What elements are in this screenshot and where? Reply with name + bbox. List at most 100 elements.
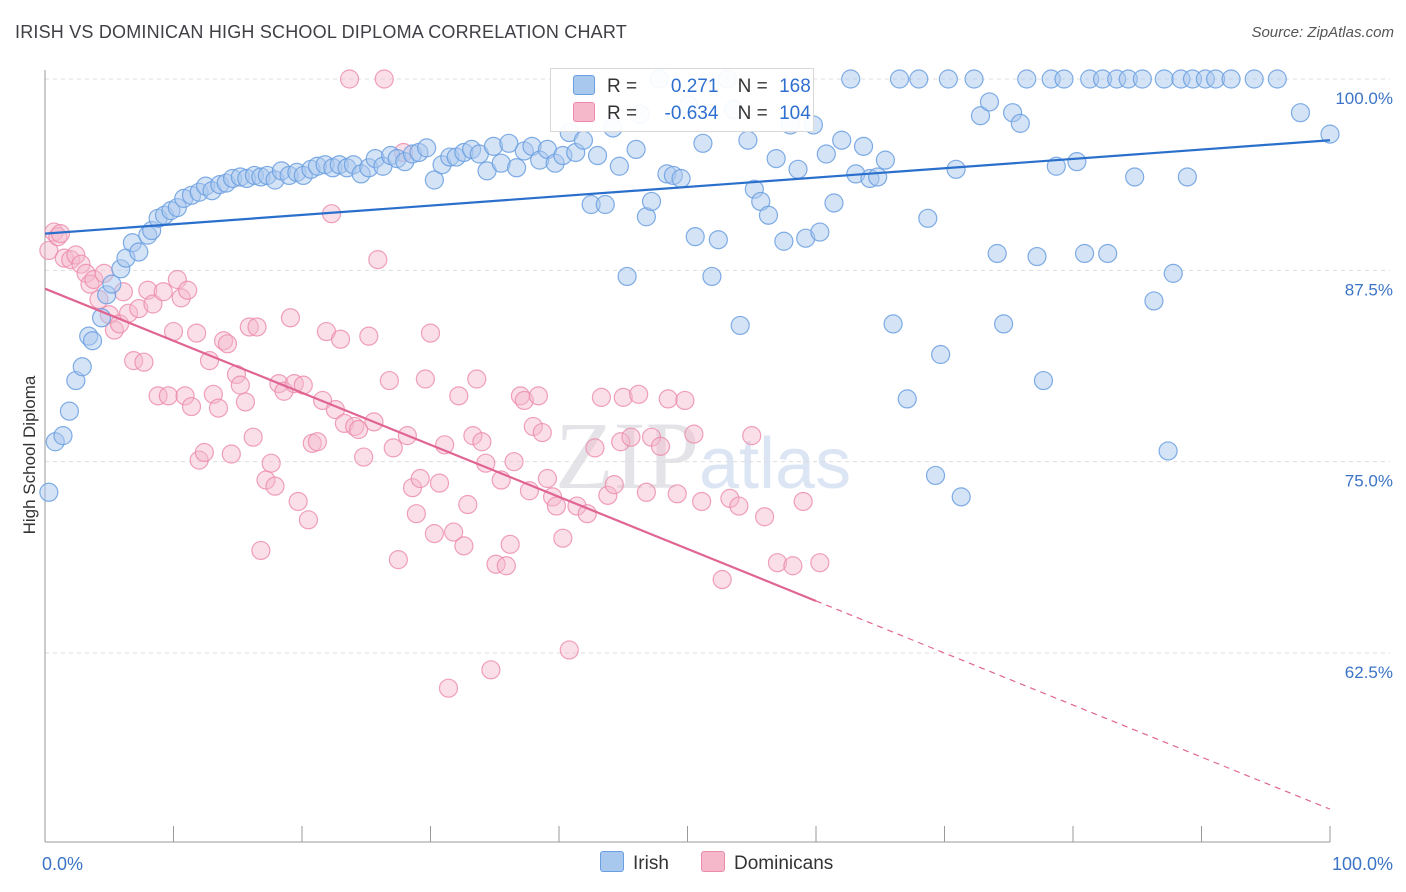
dominicans-point bbox=[598, 485, 618, 505]
bottom-irish-label: Irish bbox=[633, 853, 669, 874]
irish-point bbox=[951, 487, 971, 507]
dominicans-point bbox=[208, 398, 229, 418]
dominicans-point bbox=[629, 384, 649, 404]
irish-point bbox=[39, 482, 59, 502]
dominicans-point bbox=[265, 476, 285, 496]
irish-point bbox=[708, 230, 728, 250]
irish-point bbox=[946, 159, 966, 179]
trend-lines bbox=[44, 139, 1331, 810]
bottom-legend-irish: Irish bbox=[600, 851, 669, 875]
dominicans-point bbox=[472, 432, 492, 452]
irish-r-label: R = bbox=[607, 76, 638, 97]
irish-point bbox=[53, 426, 73, 446]
bottom-legend-dominicans: Dominicans bbox=[701, 851, 833, 875]
dominicans-r-label: R = bbox=[607, 103, 638, 124]
irish-point bbox=[938, 69, 958, 89]
dominicans-point bbox=[235, 392, 256, 412]
dominicans-trend-line bbox=[44, 287, 817, 602]
irish-point bbox=[730, 315, 750, 336]
dominicans-point bbox=[636, 482, 656, 502]
y-tick-label: 100.0% bbox=[1335, 89, 1393, 108]
irish-trend-line bbox=[44, 139, 1331, 235]
irish-point bbox=[889, 69, 910, 89]
irish-point bbox=[1074, 243, 1095, 264]
irish-point bbox=[1177, 167, 1197, 187]
irish-point bbox=[1267, 69, 1287, 89]
irish-point bbox=[1017, 69, 1037, 89]
dominicans-point bbox=[171, 288, 191, 308]
irish-point bbox=[626, 139, 646, 160]
irish-swatch bbox=[573, 75, 595, 95]
irish-point bbox=[617, 266, 637, 287]
dominicans-point bbox=[810, 553, 830, 573]
dominicans-point bbox=[667, 484, 687, 504]
irish-point bbox=[1054, 69, 1074, 89]
dominicans-point bbox=[148, 386, 168, 406]
irish-point bbox=[82, 331, 103, 351]
irish-point bbox=[641, 191, 662, 212]
irish-point bbox=[766, 148, 786, 169]
dominicans-point bbox=[415, 369, 435, 389]
irish-point bbox=[810, 222, 830, 242]
dominicans-point bbox=[604, 475, 624, 495]
irish-point bbox=[841, 69, 861, 89]
dominicans-point bbox=[143, 294, 163, 314]
dominicans-point bbox=[532, 422, 552, 443]
irish-point bbox=[59, 401, 80, 421]
irish-point bbox=[1290, 103, 1311, 123]
dominicans-point bbox=[793, 491, 813, 512]
dominicans-trend-extension bbox=[815, 600, 1331, 810]
irish-point bbox=[853, 136, 874, 156]
bottom-dominicans-swatch bbox=[701, 851, 725, 872]
dominicans-point bbox=[486, 554, 506, 574]
dominicans-point bbox=[134, 352, 154, 372]
irish-point bbox=[1144, 291, 1164, 311]
dominicans-point bbox=[239, 317, 259, 337]
irish-point bbox=[417, 138, 437, 158]
dominicans-point bbox=[298, 510, 319, 530]
grid-lines bbox=[45, 78, 1390, 654]
dominicans-point bbox=[307, 432, 328, 452]
dominicans-point bbox=[374, 69, 394, 89]
dominicans-point bbox=[591, 387, 612, 407]
watermark: ZIPatlas bbox=[555, 400, 851, 511]
dominicans-point bbox=[467, 369, 487, 389]
irish-point bbox=[964, 69, 984, 89]
irish-point bbox=[587, 145, 608, 166]
irish-point bbox=[788, 159, 808, 179]
dominicans-point bbox=[537, 468, 558, 489]
irish-point bbox=[1158, 441, 1178, 461]
irish-point bbox=[970, 106, 991, 126]
tick-labels: 62.5% 75.0% 87.5% 100.0% 0.0% 100.0% bbox=[42, 89, 1393, 874]
irish-point bbox=[702, 266, 722, 287]
dominicans-point bbox=[675, 390, 695, 411]
dominicans-point bbox=[348, 419, 369, 440]
irish-point bbox=[1027, 246, 1047, 267]
dominicans-point bbox=[444, 522, 464, 542]
dominicans-point bbox=[66, 245, 86, 265]
dominicans-point bbox=[559, 640, 579, 660]
dominicans-point bbox=[379, 370, 399, 391]
dominicans-point bbox=[359, 326, 379, 346]
irish-point bbox=[875, 150, 895, 170]
dominicans-point bbox=[613, 387, 633, 407]
irish-point bbox=[424, 170, 444, 190]
irish-point bbox=[738, 130, 758, 150]
irish-point bbox=[897, 389, 917, 409]
irish-point bbox=[1320, 124, 1340, 144]
legend-row-dominicans: R = -0.634 N = 104 bbox=[573, 102, 811, 126]
irish-point bbox=[918, 208, 938, 228]
irish-point bbox=[758, 205, 779, 225]
dominicans-point bbox=[261, 453, 281, 473]
dominicans-point bbox=[406, 504, 426, 524]
dominicans-point bbox=[280, 308, 301, 328]
irish-point bbox=[506, 158, 527, 178]
irish-point bbox=[832, 130, 852, 150]
irish-point bbox=[1244, 69, 1264, 89]
irish-point bbox=[1154, 69, 1174, 89]
dominicans-point bbox=[611, 432, 631, 452]
dominicans-point bbox=[783, 556, 803, 576]
dominicans-point bbox=[230, 375, 250, 395]
x-tick-label: 100.0% bbox=[1332, 854, 1393, 874]
